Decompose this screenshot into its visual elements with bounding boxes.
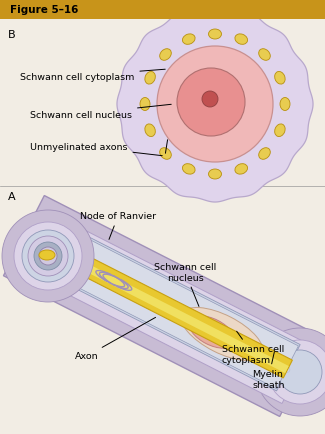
Text: Myelin
sheath: Myelin sheath [252,352,284,389]
Ellipse shape [259,148,270,160]
Ellipse shape [160,49,171,61]
Circle shape [14,223,82,290]
Ellipse shape [259,49,270,61]
Circle shape [256,328,325,416]
Circle shape [202,92,218,108]
Circle shape [177,69,245,137]
Text: Schwann cell
cytoplasm: Schwann cell cytoplasm [222,332,284,364]
Circle shape [39,247,57,265]
Circle shape [157,47,273,163]
Ellipse shape [235,35,248,45]
Text: B: B [8,30,16,40]
Text: A: A [8,191,16,201]
Ellipse shape [275,125,285,137]
Ellipse shape [280,98,290,111]
Bar [4,196,320,417]
Text: Axon: Axon [75,318,156,361]
Ellipse shape [182,164,195,175]
Bar [54,232,300,391]
Ellipse shape [145,72,155,85]
Ellipse shape [39,250,55,260]
Bar [52,243,292,378]
Circle shape [2,210,94,302]
Ellipse shape [209,170,222,180]
Ellipse shape [181,308,263,361]
Circle shape [278,350,322,394]
Polygon shape [117,7,313,203]
Bar [56,234,298,389]
Circle shape [28,237,68,276]
Circle shape [34,243,62,270]
Ellipse shape [160,148,171,160]
Text: Schwann cell nucleus: Schwann cell nucleus [30,105,171,119]
Bar [55,249,289,373]
Text: Figure 5–16: Figure 5–16 [10,5,78,15]
Text: Schwann cell cytoplasm: Schwann cell cytoplasm [20,70,165,81]
Ellipse shape [189,316,235,349]
Ellipse shape [140,98,150,111]
Ellipse shape [235,164,248,175]
Ellipse shape [182,35,195,45]
Circle shape [268,340,325,404]
Text: Node of Ranvier: Node of Ranvier [80,212,156,240]
Bar [0,0,325,20]
Text: Unmyelinated axons: Unmyelinated axons [30,142,162,156]
Ellipse shape [209,30,222,40]
Text: Schwann cell
nucleus: Schwann cell nucleus [154,263,216,307]
Circle shape [22,230,74,283]
Ellipse shape [275,72,285,85]
Ellipse shape [145,125,155,137]
Bar [32,219,311,404]
